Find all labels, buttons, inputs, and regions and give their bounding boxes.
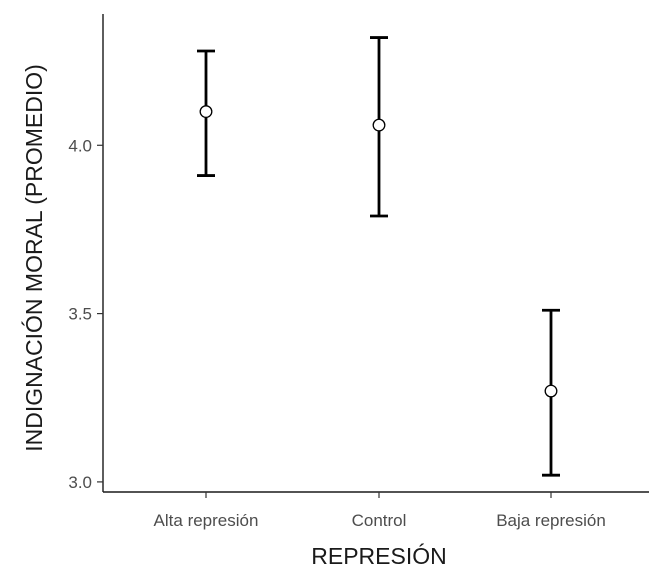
y-tick-label: 4.0 — [68, 136, 92, 155]
y-tick-label: 3.5 — [68, 305, 92, 324]
x-tick-label: Control — [352, 511, 407, 530]
x-axis-title: REPRESIÓN — [311, 543, 446, 569]
x-tick-label: Alta represión — [154, 511, 259, 530]
y-axis-title: INDIGNACIÓN MORAL (PROMEDIO) — [21, 64, 47, 452]
plot-area: 3.0 3.5 4.0 Alta represión Control Baja repre… — [68, 14, 649, 530]
y-tick-label: 3.0 — [68, 473, 92, 492]
data-point — [199, 105, 213, 119]
data-point — [544, 384, 558, 398]
x-tick-label: Baja represión — [496, 511, 606, 530]
data-point — [372, 118, 386, 132]
